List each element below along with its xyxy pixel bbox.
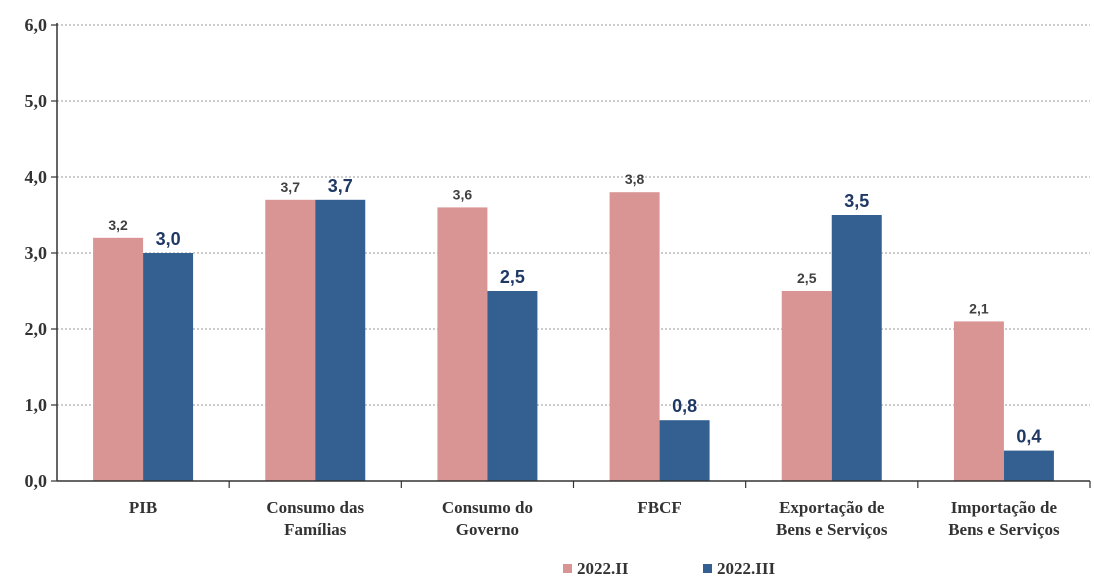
data-labels: 3,2 3,0 3,7 3,7 3,6 2,5 3,8 0,8 2,5 3,5 2,1 0,4	[108, 171, 1041, 446]
y-tick-label: 2,0	[25, 319, 48, 339]
bars	[93, 192, 1054, 482]
y-tick-label: 4,0	[25, 167, 48, 187]
y-tick-label: 1,0	[25, 395, 48, 415]
data-label: 3,7	[328, 176, 353, 196]
y-axis-ticks: 0,0 1,0 2,0 3,0 4,0 5,0 6,0	[25, 15, 57, 491]
data-label: 3,0	[156, 229, 181, 249]
x-axis-labels: PIB Consumo das Famílias Consumo do Governo F…	[129, 498, 1060, 539]
data-label: 2,1	[969, 300, 989, 316]
gridlines	[57, 24, 1090, 406]
data-label: 2,5	[797, 270, 817, 286]
bar-2022.II	[437, 207, 488, 481]
x-tick-label: Importação de Bens e Serviços	[948, 498, 1060, 539]
legend-label: 2022.III	[717, 559, 775, 578]
x-tick-label: Consumo do Governo	[442, 498, 533, 539]
bar-2022.II	[265, 199, 316, 482]
data-label: 3,5	[844, 191, 869, 211]
y-tick-label: 3,0	[25, 243, 48, 263]
bar-2022.II	[93, 237, 144, 481]
y-tick-label: 6,0	[25, 15, 48, 35]
bar-2022.III	[831, 215, 882, 481]
legend: 2022.II 2022.III	[563, 559, 775, 578]
bar-2022.II	[781, 291, 832, 481]
legend-swatch	[703, 564, 712, 573]
data-label: 3,7	[281, 179, 301, 195]
bar-2022.II	[609, 192, 660, 481]
bar-2022.III	[315, 199, 366, 482]
x-tick-label: FBCF	[637, 498, 681, 517]
data-label: 3,8	[625, 171, 645, 187]
bar-2022.III	[1003, 450, 1054, 481]
data-label: 3,2	[108, 217, 128, 233]
x-tick-label: Exportação de Bens e Serviços	[776, 498, 888, 539]
x-tick-label: Consumo das Famílias	[266, 498, 364, 539]
y-tick-label: 5,0	[25, 91, 48, 111]
legend-swatch	[563, 564, 572, 573]
legend-label: 2022.II	[577, 559, 629, 578]
bar-2022.II	[953, 321, 1004, 481]
bar-2022.III	[143, 253, 194, 481]
x-tick-label: PIB	[129, 498, 157, 517]
y-tick-label: 0,0	[25, 471, 48, 491]
data-label: 0,8	[672, 396, 697, 416]
bar-2022.III	[659, 420, 710, 481]
data-label: 2,5	[500, 267, 525, 287]
bar-2022.III	[487, 291, 538, 481]
data-label: 3,6	[453, 186, 473, 202]
axes	[56, 23, 1091, 488]
data-label: 0,4	[1016, 427, 1041, 447]
